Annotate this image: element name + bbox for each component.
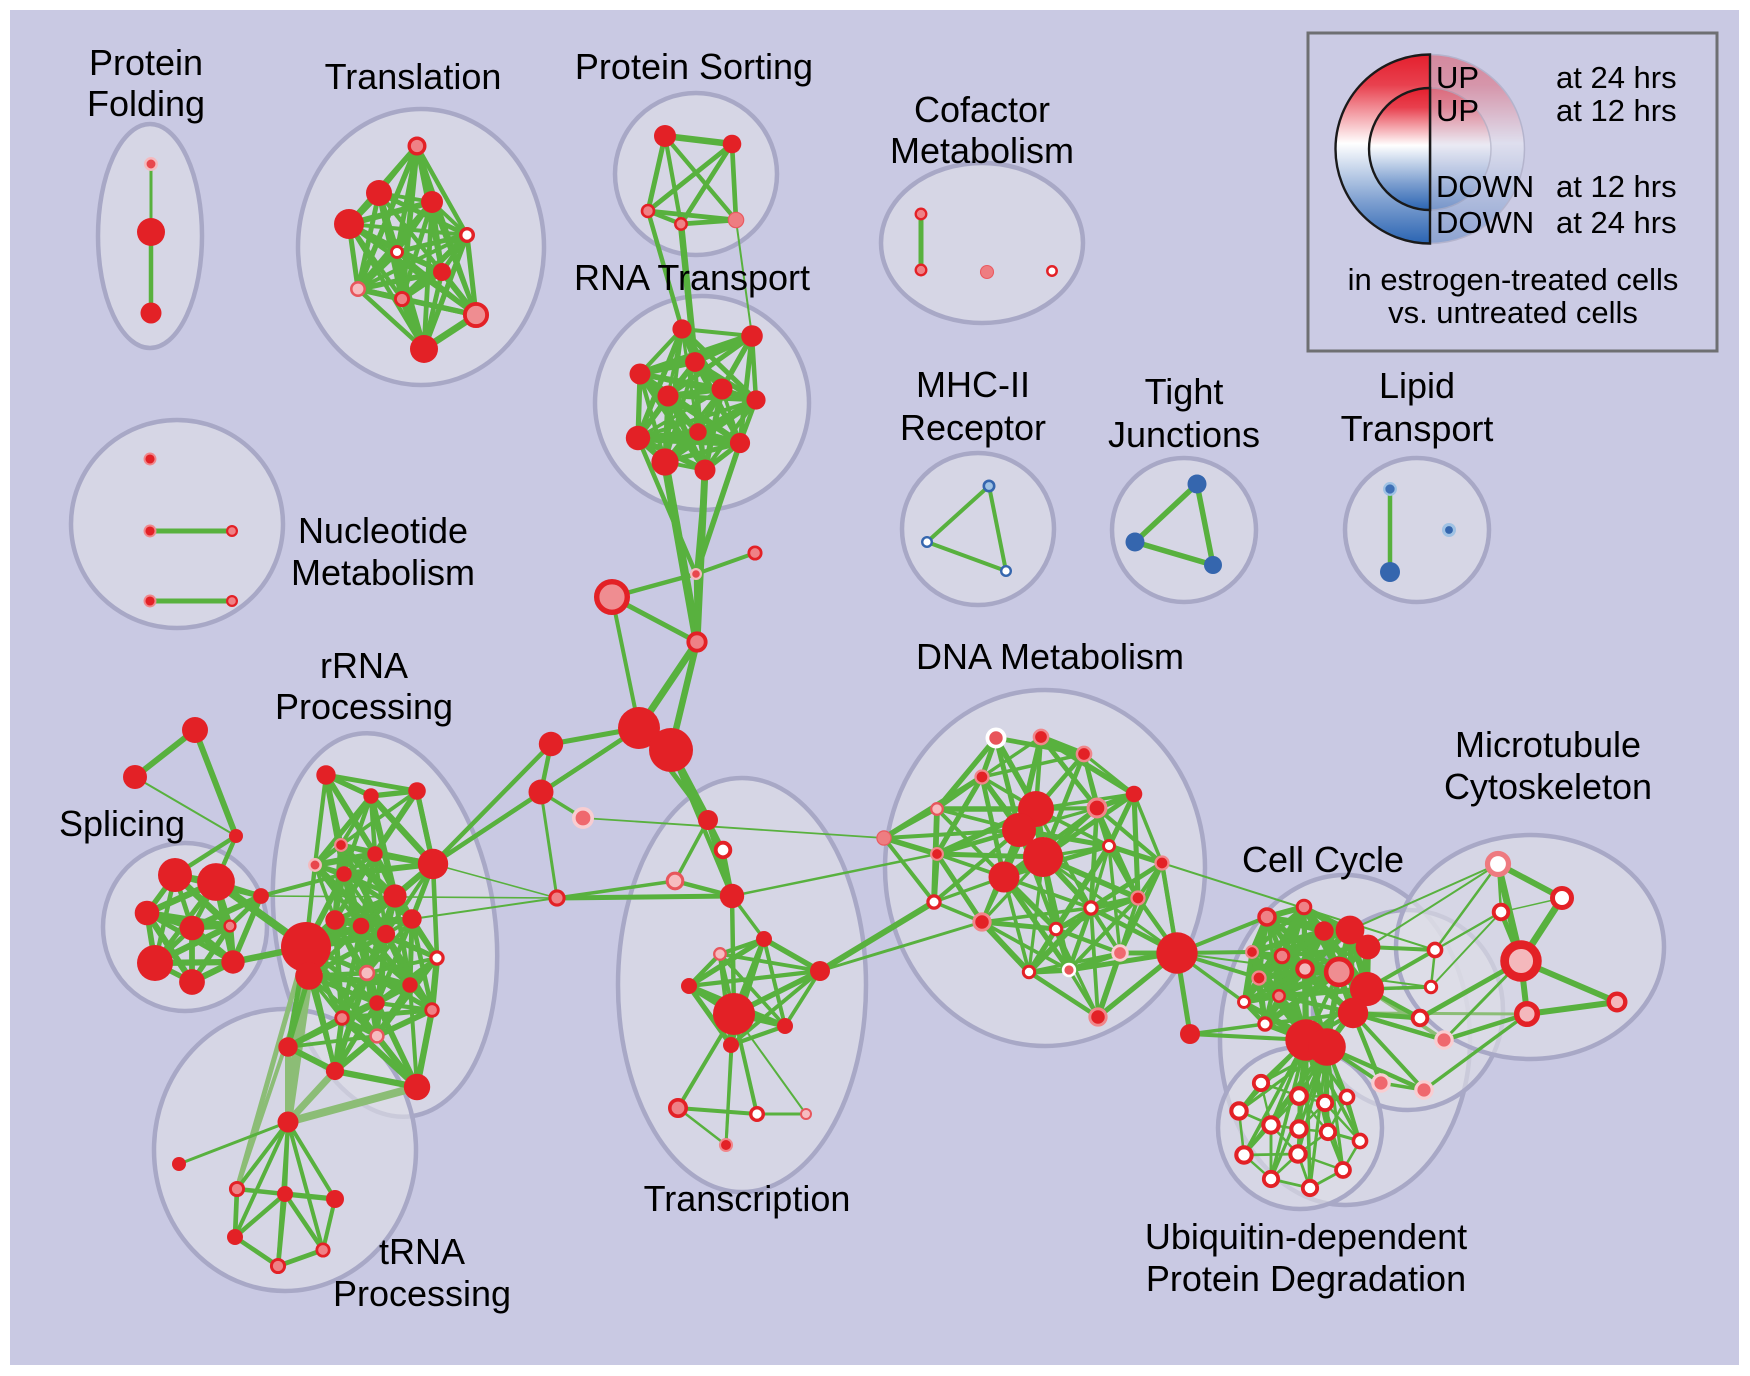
svg-text:Cytoskeleton: Cytoskeleton	[1444, 766, 1652, 807]
svg-text:Nucleotide: Nucleotide	[298, 510, 468, 551]
svg-text:RNA Transport: RNA Transport	[574, 257, 810, 298]
svg-text:Protein Degradation: Protein Degradation	[1146, 1258, 1466, 1299]
svg-text:UP: UP	[1436, 93, 1479, 128]
svg-text:Protein: Protein	[89, 42, 203, 83]
svg-text:at 24 hrs: at 24 hrs	[1556, 60, 1677, 95]
svg-text:Splicing: Splicing	[59, 803, 185, 844]
svg-text:DOWN: DOWN	[1436, 169, 1534, 204]
svg-text:Processing: Processing	[333, 1273, 511, 1314]
svg-text:Ubiquitin-dependent: Ubiquitin-dependent	[1145, 1216, 1467, 1257]
svg-text:DNA Metabolism: DNA Metabolism	[916, 636, 1184, 677]
svg-text:Cell Cycle: Cell Cycle	[1242, 839, 1404, 880]
svg-text:Transport: Transport	[1341, 408, 1494, 449]
svg-text:in estrogen-treated cells: in estrogen-treated cells	[1348, 262, 1679, 297]
svg-text:Microtubule: Microtubule	[1455, 724, 1641, 765]
svg-text:Tight: Tight	[1145, 371, 1224, 412]
svg-text:at 24 hrs: at 24 hrs	[1556, 205, 1677, 240]
svg-text:Translation: Translation	[325, 56, 502, 97]
svg-text:UP: UP	[1436, 60, 1479, 95]
svg-text:DOWN: DOWN	[1436, 205, 1534, 240]
svg-text:Metabolism: Metabolism	[890, 130, 1074, 171]
svg-text:rRNA: rRNA	[320, 645, 408, 686]
svg-text:MHC-II: MHC-II	[916, 364, 1030, 405]
svg-text:Folding: Folding	[87, 83, 205, 124]
svg-text:Transcription: Transcription	[644, 1178, 851, 1219]
svg-text:Junctions: Junctions	[1108, 414, 1260, 455]
svg-text:Lipid: Lipid	[1379, 365, 1455, 406]
svg-text:vs. untreated cells: vs. untreated cells	[1388, 295, 1638, 330]
svg-text:Processing: Processing	[275, 686, 453, 727]
svg-text:tRNA: tRNA	[379, 1231, 465, 1272]
svg-text:Cofactor: Cofactor	[914, 89, 1050, 130]
svg-text:at 12 hrs: at 12 hrs	[1556, 169, 1677, 204]
svg-text:Receptor: Receptor	[900, 407, 1046, 448]
svg-text:Metabolism: Metabolism	[291, 552, 475, 593]
svg-text:at 12 hrs: at 12 hrs	[1556, 93, 1677, 128]
svg-text:Protein Sorting: Protein Sorting	[575, 46, 813, 87]
